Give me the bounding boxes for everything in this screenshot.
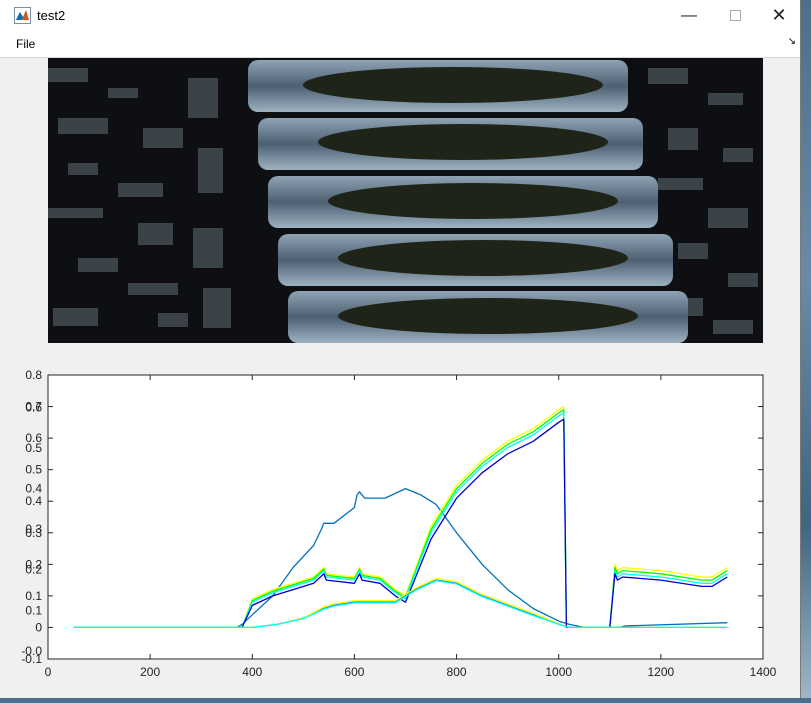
x-tick-label: 0 (45, 665, 52, 679)
x-tick-label: 600 (344, 665, 364, 679)
spectra-axes: 0 200 400 600 800 1000 1200 1400-0.100.10.20.30… (21, 368, 777, 679)
menu-bar: File ↘ (0, 31, 800, 58)
y-tick-label: 0.6 (25, 431, 42, 445)
x-tick-label: 400 (242, 665, 262, 679)
close-button[interactable]: ✕ (756, 0, 802, 31)
y-tick-label: 0.3 (25, 526, 42, 540)
x-tick-label: 800 (447, 665, 467, 679)
y-tick-label-overlay: 0.1 (25, 603, 42, 617)
x-tick-label: 1400 (750, 665, 777, 679)
y-tick-label: 0.1 (25, 589, 42, 603)
spectrum-line-1 (73, 487, 728, 629)
y-tick-label: 0 (35, 620, 42, 634)
y-tick-label-overlay: -0.0 (21, 644, 42, 658)
y-tick-label-overlay: 0.2 (25, 563, 42, 577)
close-icon: ✕ (771, 5, 787, 25)
spectrum-line-4 (73, 412, 728, 629)
y-tick-label-overlay: 0.6 (25, 400, 42, 414)
x-tick-label: 1200 (648, 665, 675, 679)
minimize-button[interactable]: — (666, 0, 712, 31)
minimize-icon: — (681, 6, 697, 24)
axes-box (47, 374, 764, 660)
title-bar[interactable]: test2 — ✕ (0, 0, 800, 31)
y-tick-label-overlay: 0.5 (25, 441, 42, 455)
y-tick-label: 0.8 (25, 368, 42, 382)
spectra-plot: 0 200 400 600 800 1000 1200 1400 -0.1 0 0.1 0.2 0.3 0… (0, 360, 800, 698)
y-tick-label: 0.4 (25, 494, 42, 508)
spectrum-line-3 (73, 409, 728, 629)
y-tick-label: 0.2 (25, 557, 42, 571)
x-tick-label: 200 (140, 665, 160, 679)
y-tick-label-overlay: 0.3 (25, 522, 42, 536)
dock-arrow-icon[interactable]: ↘ (787, 36, 796, 47)
maximize-icon (729, 10, 741, 21)
y-tick-label-overlay: 0.4 (25, 482, 42, 496)
scan-image-graphic (48, 58, 763, 343)
spectrum-line-5 (73, 418, 728, 629)
y-tick-label: 0.7 (25, 400, 42, 414)
window-title: test2 (37, 8, 66, 23)
spectrum-line-2 (73, 405, 728, 629)
maximize-button[interactable] (712, 0, 758, 31)
matlab-figure-icon (14, 7, 31, 24)
menu-file[interactable]: File (16, 37, 36, 51)
y-tick-label: 0.5 (25, 463, 42, 477)
spectrum-line-8 (73, 580, 728, 629)
hyperspectral-image (48, 58, 763, 343)
y-tick-label: -0.1 (21, 652, 42, 666)
x-tick-label: 1000 (545, 665, 572, 679)
